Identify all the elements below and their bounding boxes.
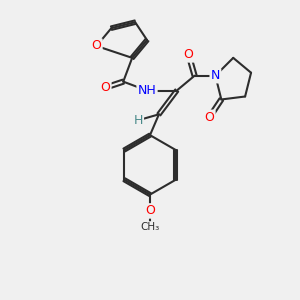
Text: CH₃: CH₃ bbox=[140, 222, 160, 232]
Text: NH: NH bbox=[138, 84, 156, 97]
Text: O: O bbox=[145, 204, 155, 218]
Text: O: O bbox=[100, 81, 110, 94]
Text: H: H bbox=[134, 114, 143, 127]
Text: O: O bbox=[92, 40, 101, 52]
Text: N: N bbox=[211, 69, 220, 82]
Text: O: O bbox=[205, 111, 214, 124]
Text: O: O bbox=[184, 48, 194, 62]
